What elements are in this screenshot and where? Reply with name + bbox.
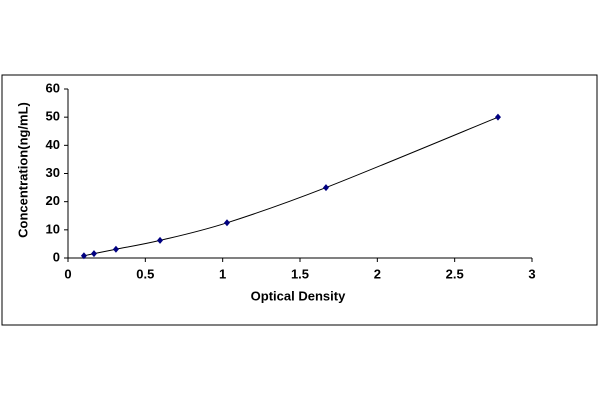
x-tick-label: 1 bbox=[219, 266, 226, 281]
y-tick-label: 10 bbox=[46, 221, 60, 236]
y-tick-label: 50 bbox=[46, 109, 60, 124]
data-point bbox=[494, 113, 501, 121]
x-tick-label: 2 bbox=[374, 266, 381, 281]
x-axis-label: Optical Density bbox=[251, 288, 346, 303]
y-tick-label: 40 bbox=[46, 137, 60, 152]
x-tick-label: 0 bbox=[64, 266, 71, 281]
data-point bbox=[112, 245, 119, 253]
x-tick-label: 3 bbox=[528, 266, 535, 281]
y-axis-label: Concentration(ng/mL) bbox=[15, 102, 30, 238]
data-point bbox=[80, 252, 87, 260]
data-point bbox=[322, 184, 329, 192]
x-tick-label: 2.5 bbox=[446, 266, 464, 281]
data-point bbox=[157, 236, 164, 244]
y-tick-label: 0 bbox=[53, 249, 60, 264]
y-tick-label: 20 bbox=[46, 193, 60, 208]
x-tick-label: 0.5 bbox=[136, 266, 154, 281]
y-tick-label: 60 bbox=[46, 80, 60, 95]
x-tick-label: 1.5 bbox=[291, 266, 309, 281]
data-point bbox=[90, 250, 97, 258]
data-point bbox=[223, 219, 230, 227]
y-tick-label: 30 bbox=[46, 165, 60, 180]
